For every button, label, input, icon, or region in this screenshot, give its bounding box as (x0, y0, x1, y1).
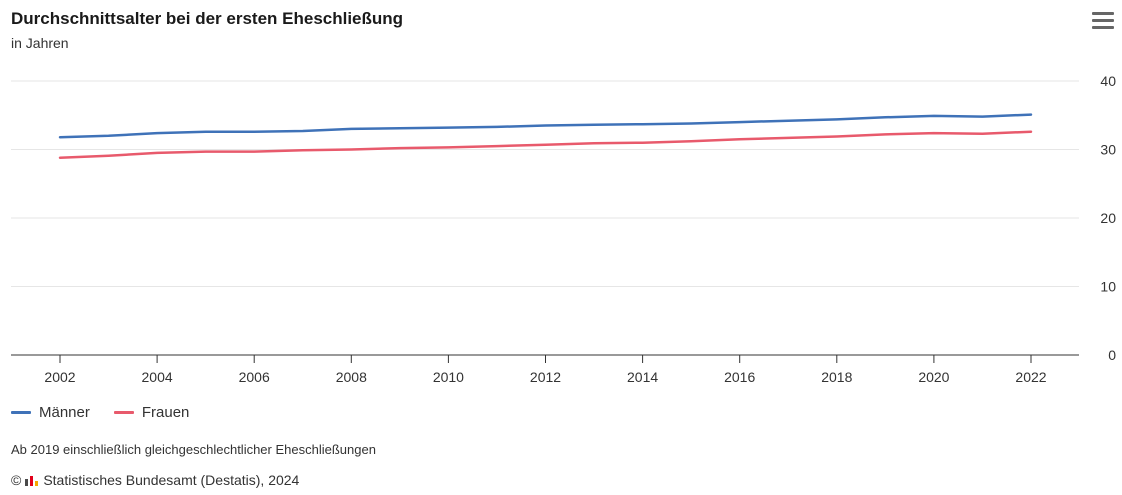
data-point-maenner-2003 (107, 134, 111, 138)
x-tick-label-2018: 2018 (821, 369, 852, 385)
data-point-maenner-2009 (398, 126, 402, 130)
data-point-maenner-2021 (980, 115, 984, 119)
x-tick-label-2010: 2010 (433, 369, 464, 385)
x-tick-label-2012: 2012 (530, 369, 561, 385)
data-point-maenner-2010 (446, 126, 450, 130)
x-tick-label-2006: 2006 (239, 369, 270, 385)
legend-item-frauen[interactable]: Frauen (113, 404, 190, 421)
data-point-maenner-2022 (1029, 113, 1033, 117)
x-tick-label-2016: 2016 (724, 369, 755, 385)
data-point-frauen-2019 (883, 132, 887, 136)
data-point-frauen-2004 (155, 151, 159, 155)
data-point-frauen-2013 (592, 141, 596, 145)
data-point-frauen-2010 (446, 145, 450, 149)
data-point-frauen-2014 (641, 141, 645, 145)
data-point-frauen-2003 (107, 154, 111, 158)
data-point-maenner-2016 (738, 120, 742, 124)
series-line-frauen (58, 130, 1033, 159)
chart-legend: Männer Frauen (11, 404, 189, 421)
data-point-frauen-2022 (1029, 130, 1033, 134)
legend-label-frauen: Frauen (141, 404, 190, 421)
source-text: Statistisches Bundesamt (Destatis), 2024 (43, 472, 300, 488)
series-line-maenner (58, 113, 1033, 139)
data-point-maenner-2015 (689, 121, 693, 125)
data-point-frauen-2006 (252, 150, 256, 154)
data-point-maenner-2005 (204, 130, 208, 134)
data-point-frauen-2015 (689, 139, 693, 143)
legend-swatch-maenner (11, 411, 31, 414)
data-point-maenner-2018 (835, 117, 839, 121)
data-point-frauen-2008 (349, 148, 353, 152)
y-tick-label-40: 40 (1100, 73, 1116, 89)
x-tick-label-2004: 2004 (142, 369, 173, 385)
y-tick-label-20: 20 (1100, 210, 1116, 226)
y-tick-label-10: 10 (1100, 279, 1116, 295)
data-point-frauen-2002 (58, 156, 62, 160)
x-tick-label-2014: 2014 (627, 369, 658, 385)
data-point-maenner-2012 (544, 124, 548, 128)
copyright-symbol: © (11, 472, 22, 488)
data-point-maenner-2020 (932, 114, 936, 118)
data-point-maenner-2004 (155, 131, 159, 135)
data-point-maenner-2014 (641, 122, 645, 126)
data-point-maenner-2006 (252, 130, 256, 134)
data-point-frauen-2020 (932, 131, 936, 135)
chart-subtitle: in Jahren (11, 35, 69, 51)
data-point-frauen-2018 (835, 134, 839, 138)
footnote: Ab 2019 einschließlich gleichgeschlechtl… (11, 442, 376, 457)
legend-swatch-frauen (113, 411, 134, 414)
chart-title: Durchschnittsalter bei der ersten Ehesch… (11, 9, 404, 28)
legend-item-maenner[interactable]: Männer (11, 404, 90, 421)
data-point-maenner-2008 (349, 127, 353, 131)
x-tick-label-2002: 2002 (44, 369, 75, 385)
legend-label-maenner: Männer (39, 404, 90, 421)
x-tick-label-2020: 2020 (918, 369, 949, 385)
data-point-frauen-2021 (980, 132, 984, 136)
data-point-maenner-2013 (592, 123, 596, 127)
data-point-frauen-2017 (786, 136, 790, 140)
y-tick-label-30: 30 (1100, 142, 1116, 158)
data-point-maenner-2017 (786, 119, 790, 123)
data-point-maenner-2007 (301, 129, 305, 133)
x-tick-label-2022: 2022 (1015, 369, 1046, 385)
hamburger-menu-icon[interactable] (1092, 12, 1114, 30)
y-tick-label-0: 0 (1108, 347, 1116, 363)
data-point-frauen-2005 (204, 150, 208, 154)
x-tick-label-2008: 2008 (336, 369, 367, 385)
data-point-frauen-2007 (301, 148, 305, 152)
data-point-maenner-2011 (495, 125, 499, 129)
data-point-frauen-2011 (495, 144, 499, 148)
destatis-logo-icon (25, 476, 39, 486)
line-chart: 0 10 20 30 40 2002 2004 2006 2008 2010 2012 2014 201… (11, 73, 1116, 385)
source-line: © Statistisches Bundesamt (Destatis), 20… (11, 472, 299, 488)
data-point-frauen-2009 (398, 146, 402, 150)
data-point-maenner-2002 (58, 135, 62, 139)
data-point-maenner-2019 (883, 115, 887, 119)
data-point-frauen-2016 (738, 137, 742, 141)
data-point-frauen-2012 (544, 143, 548, 147)
